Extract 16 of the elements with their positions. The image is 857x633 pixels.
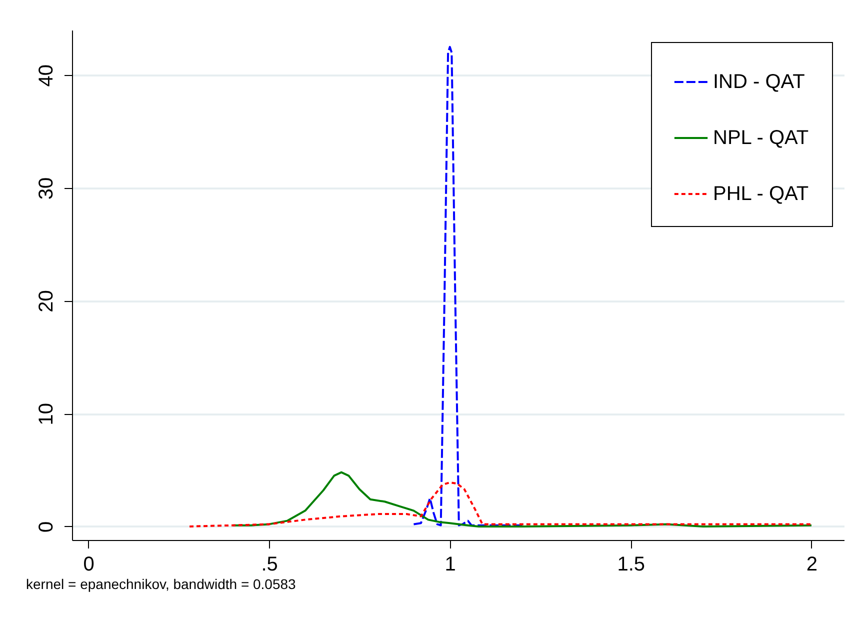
x-tick-label: 1 (444, 554, 456, 576)
legend-label: PHL - QAT (713, 183, 809, 205)
line-series (188, 481, 812, 528)
legend-label: NPL - QAT (713, 127, 809, 149)
y-tick-label: 10 (36, 403, 58, 426)
x-tick-label: 1.5 (617, 554, 646, 576)
y-tick-label: 40 (36, 64, 58, 87)
y-tick-label: 20 (36, 290, 58, 312)
x-tick-label: 2 (806, 554, 818, 576)
y-tick-label: 0 (36, 521, 58, 533)
x-tick-label: .5 (261, 554, 278, 576)
y-tick-label: 30 (36, 177, 58, 200)
legend-label: IND - QAT (713, 71, 805, 93)
text: kernel = epanechnikov, bandwidth = 0.0583 (26, 576, 296, 592)
line-series (412, 46, 524, 526)
x-tick-label: 0 (83, 554, 94, 576)
